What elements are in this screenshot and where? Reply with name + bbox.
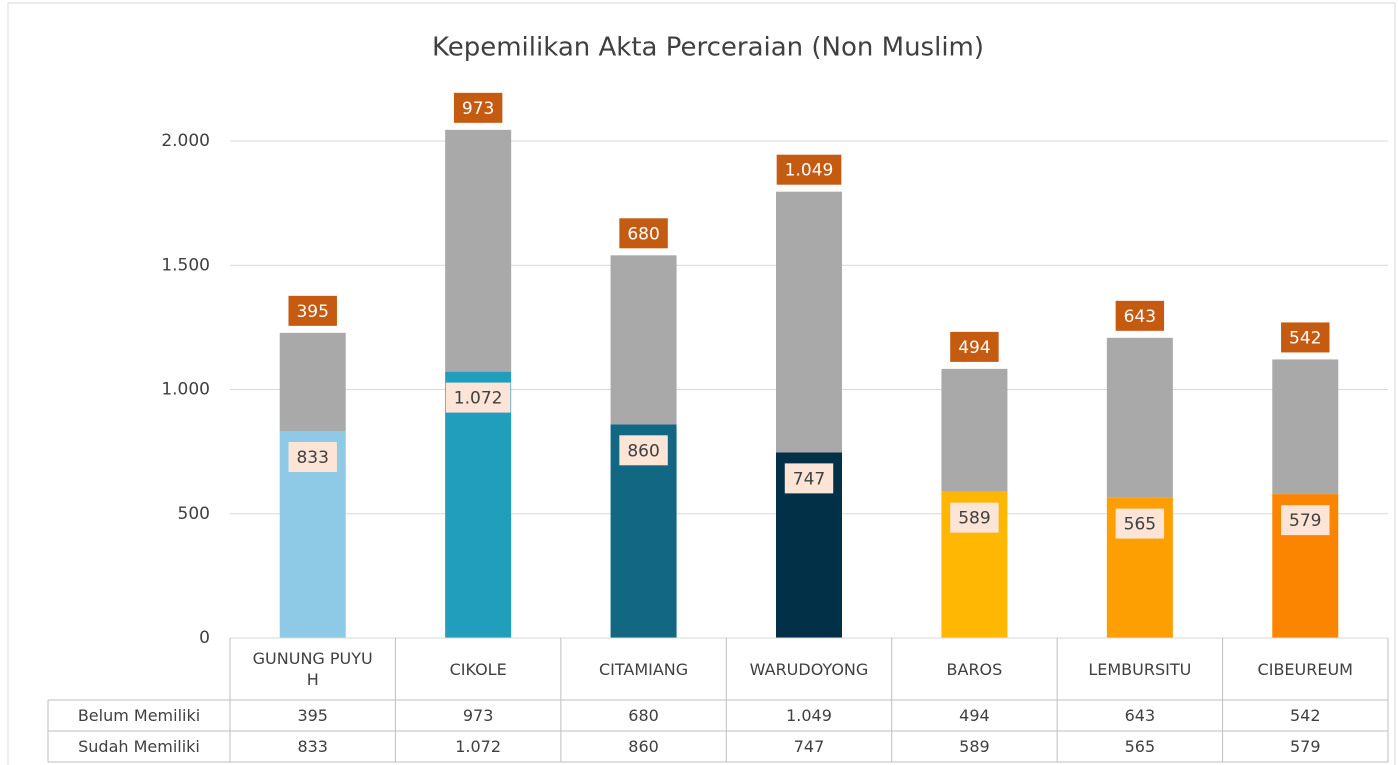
data-label: 579 <box>1281 505 1330 536</box>
table-cell: 860 <box>628 737 659 756</box>
table-cell: 1.072 <box>455 737 501 756</box>
bar-segment <box>445 129 512 372</box>
data-label-text: 643 <box>1124 307 1156 327</box>
data-label-box <box>776 154 842 185</box>
legend-label: Belum Memiliki <box>78 706 200 725</box>
data-label-text: 973 <box>462 99 494 119</box>
data-label-box <box>288 295 337 326</box>
y-tick-label: 2.000 <box>161 131 210 151</box>
data-label: 395 <box>288 295 337 326</box>
data-label: 542 <box>1281 322 1330 353</box>
table-cell: 1.049 <box>786 706 832 725</box>
data-label-box <box>950 331 999 362</box>
data-label-box <box>445 382 511 413</box>
bar-segment <box>610 255 677 425</box>
table-cell: 973 <box>463 706 494 725</box>
data-label: 565 <box>1115 508 1165 539</box>
data-label-text: 395 <box>296 302 328 322</box>
data-label: 680 <box>619 218 668 249</box>
table-cell: 643 <box>1125 706 1156 725</box>
legend-label: Sudah Memiliki <box>78 737 200 756</box>
bar-segment <box>445 371 512 638</box>
table-cell: 579 <box>1290 737 1321 756</box>
bar-segment <box>279 332 346 431</box>
data-label-text: 494 <box>958 338 990 358</box>
y-tick-label: 1.500 <box>161 255 210 275</box>
x-tick-label: WARUDOYONG <box>749 659 869 679</box>
table-cell: 680 <box>628 706 659 725</box>
x-tick-label: GUNUNG PUYUH <box>252 649 373 689</box>
data-label: 860 <box>619 435 668 466</box>
chart-title: Kepemilikan Akta Perceraian (Non Muslim) <box>432 33 984 63</box>
data-label: 1.049 <box>776 154 842 185</box>
data-label-box <box>784 463 834 494</box>
data-label-box <box>950 502 999 533</box>
y-tick-label: 500 <box>178 504 210 524</box>
data-label-text: 579 <box>1289 511 1321 531</box>
bar-segment <box>1106 337 1173 498</box>
data-label: 1.072 <box>445 382 511 413</box>
bar-segment <box>776 191 842 453</box>
y-tick-label: 1.000 <box>161 380 210 400</box>
x-tick-label: BAROS <box>946 659 1003 679</box>
data-label: 833 <box>288 441 337 472</box>
data-label-box <box>1281 505 1330 536</box>
data-label: 643 <box>1115 300 1165 331</box>
data-label: 494 <box>950 331 999 362</box>
data-label-box <box>1115 508 1165 539</box>
table-cell: 494 <box>959 706 990 725</box>
data-label: 973 <box>453 92 503 123</box>
y-tick-label: 0 <box>199 628 210 648</box>
data-label-box <box>288 441 337 472</box>
data-label: 747 <box>784 463 834 494</box>
data-label-text: 680 <box>627 224 659 244</box>
data-label-text: 860 <box>627 441 659 461</box>
data-label-box <box>619 218 668 249</box>
table-cell: 565 <box>1125 737 1156 756</box>
data-label-text: 589 <box>958 509 990 529</box>
table-cell: 833 <box>297 737 328 756</box>
bar-segment <box>941 368 1008 492</box>
table-cell: 747 <box>794 737 825 756</box>
data-label: 589 <box>950 502 999 533</box>
data-label-text: 542 <box>1289 328 1321 348</box>
data-label-text: 565 <box>1124 515 1156 535</box>
bar-segment <box>1272 359 1339 495</box>
data-label-box <box>1115 300 1165 331</box>
x-tick-label: CITAMIANG <box>598 659 689 679</box>
data-label-text: 833 <box>296 448 328 468</box>
data-label-box <box>1281 322 1330 353</box>
x-tick-label: LEMBURSITU <box>1088 659 1192 679</box>
x-tick-label: CIKOLE <box>449 659 507 679</box>
table-cell: 395 <box>297 706 328 725</box>
x-tick-label: CIBEUREUM <box>1257 659 1353 679</box>
data-label-text: 747 <box>793 469 825 489</box>
data-label-box <box>453 92 503 123</box>
table-cell: 542 <box>1290 706 1321 725</box>
data-label-text: 1.072 <box>454 389 503 409</box>
table-cell: 589 <box>959 737 990 756</box>
data-label-box <box>619 435 668 466</box>
data-label-text: 1.049 <box>785 161 834 181</box>
